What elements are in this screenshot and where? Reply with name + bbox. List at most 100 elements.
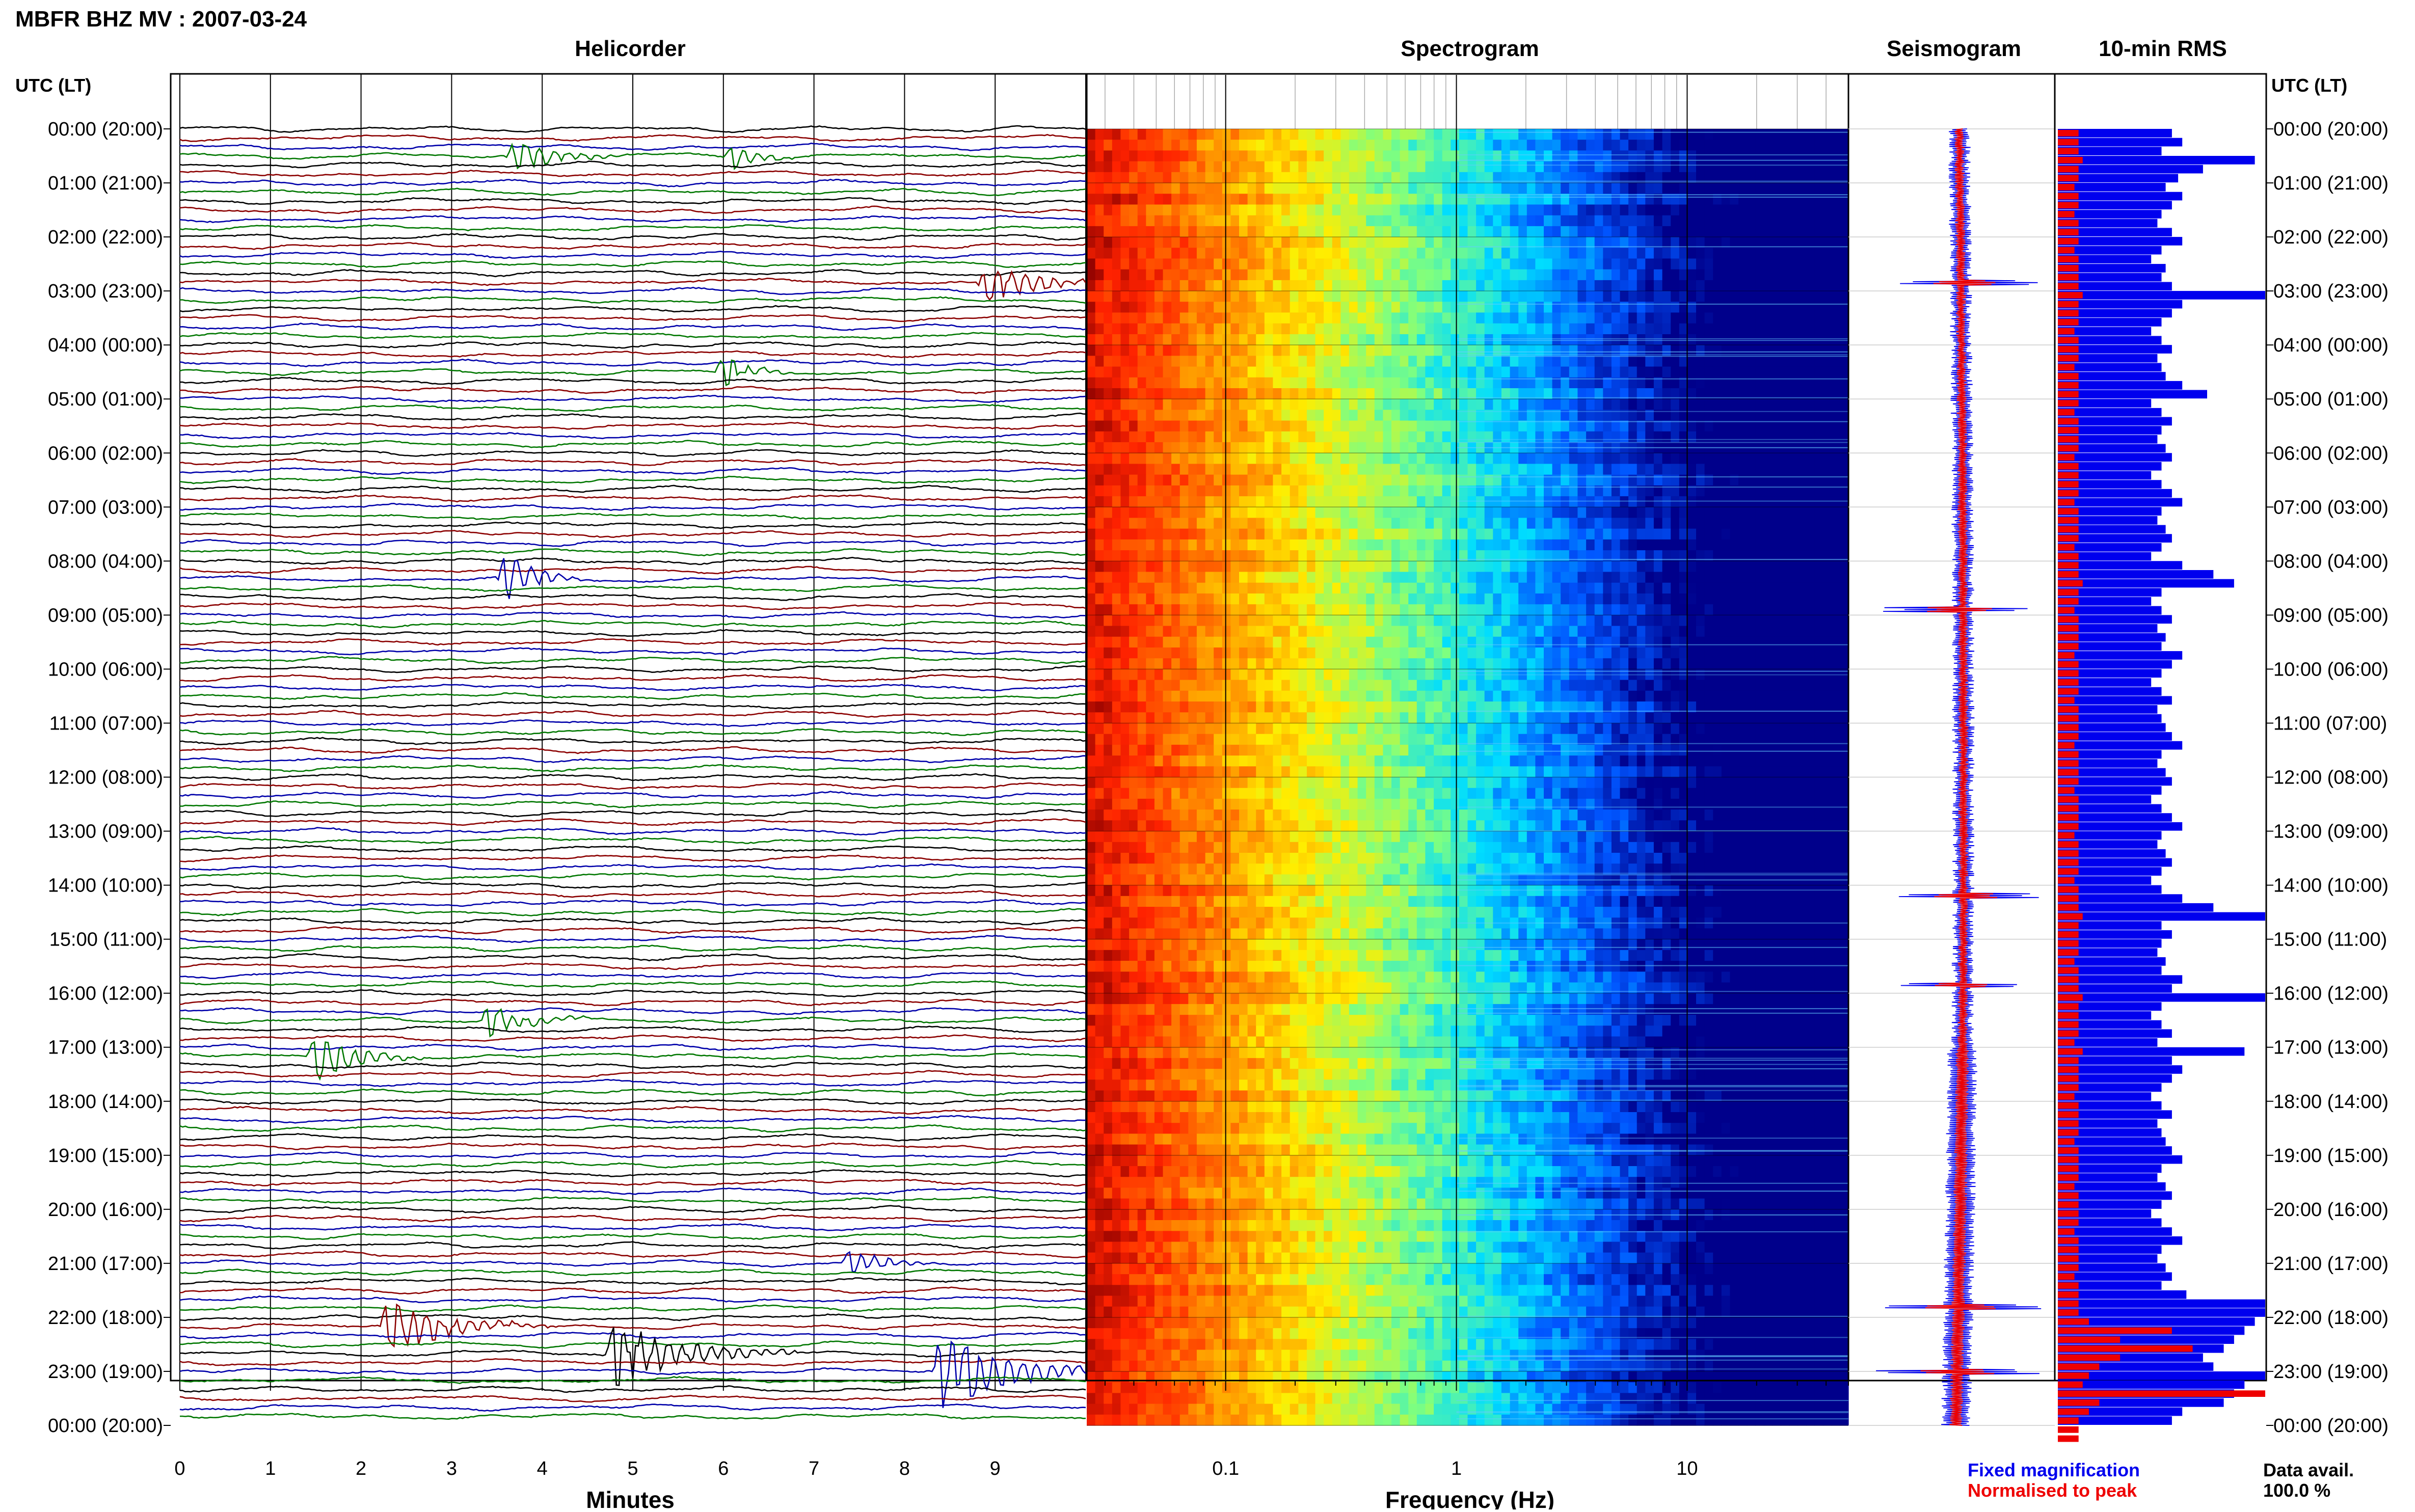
spectrogram-cell	[1340, 377, 1349, 389]
spectrogram-cell	[1696, 539, 1705, 551]
spectrogram-cell	[1349, 442, 1358, 453]
spectrogram-cell	[1256, 518, 1265, 529]
spectrogram-cell	[1340, 453, 1349, 464]
spectrogram-cell	[1840, 680, 1848, 691]
spectrogram-cell	[1205, 302, 1214, 313]
spectrogram-cell	[1171, 431, 1180, 443]
spectrogram-cell	[1603, 680, 1612, 691]
spectrogram-cell	[1239, 691, 1248, 702]
spectrogram-cell	[1671, 269, 1679, 281]
spectrogram-cell	[1773, 291, 1781, 302]
spectrogram-cell	[1815, 215, 1823, 227]
spectrogram-cell	[1155, 367, 1163, 378]
spectrogram-cell	[1349, 453, 1358, 464]
spectrogram-cell	[1129, 280, 1138, 291]
spectrogram-cell	[1155, 280, 1163, 291]
spectrogram-cell	[1713, 604, 1722, 615]
spectrogram-cell	[1476, 291, 1485, 302]
spectrogram-cell	[1400, 539, 1409, 551]
spectrogram-cell	[1535, 647, 1544, 659]
spectrogram-cell	[1730, 226, 1738, 237]
spectrogram-cell	[1155, 194, 1163, 205]
spectrogram-cell	[1713, 140, 1722, 151]
spectrogram-cell	[1544, 367, 1552, 378]
spectrogram-cell	[1298, 680, 1307, 691]
spectrogram-cell	[1298, 453, 1307, 464]
spectrogram-cell	[1535, 431, 1544, 443]
spectrogram-cell	[1730, 334, 1738, 345]
spectrogram-cell	[1120, 140, 1129, 151]
spectrogram-cell	[1349, 334, 1358, 345]
spectrogram-cell	[1408, 626, 1417, 637]
spectrogram-cell	[1391, 680, 1400, 691]
spectrogram-cell	[1696, 475, 1705, 486]
spectrogram-cell	[1290, 453, 1299, 464]
spectrogram-cell	[1815, 313, 1823, 324]
spectrogram-cell	[1552, 507, 1561, 518]
spectrogram-cell	[1510, 334, 1519, 345]
spectrogram-cell	[1662, 323, 1671, 335]
spectrogram-cell	[1434, 507, 1442, 518]
spectrogram-cell	[1400, 421, 1409, 432]
spectrogram-cell	[1316, 550, 1324, 561]
spectrogram-cell	[1755, 280, 1764, 291]
spectrogram-cell	[1662, 161, 1671, 173]
spectrogram-cell	[1747, 248, 1756, 259]
spectrogram-cell	[1324, 377, 1332, 389]
spectrogram-cell	[1332, 518, 1341, 529]
spectrogram-cell	[1628, 291, 1637, 302]
spectrogram-cell	[1230, 604, 1239, 615]
spectrogram-cell	[1188, 637, 1197, 648]
spectrogram-cell	[1290, 431, 1299, 443]
spectrogram-cell	[1696, 259, 1705, 270]
spectrogram-cell	[1417, 626, 1426, 637]
spectrogram-cell	[1112, 194, 1121, 205]
spectrogram-cell	[1755, 161, 1764, 173]
spectrogram-cell	[1510, 691, 1519, 702]
spectrogram-cell	[1476, 431, 1485, 443]
spectrogram-cell	[1146, 194, 1155, 205]
spectrogram-cell	[1095, 658, 1104, 669]
spectrogram-cell	[1797, 604, 1806, 615]
spectrogram-cell	[1230, 367, 1239, 378]
spectrogram-cell	[1679, 604, 1688, 615]
spectrogram-cell	[1214, 539, 1222, 551]
spectrogram-cell	[1459, 129, 1468, 140]
spectrogram-cell	[1730, 691, 1738, 702]
spectrogram-cell	[1722, 356, 1730, 367]
spectrogram-cell	[1544, 129, 1552, 140]
spectrogram-cell	[1316, 237, 1324, 248]
spectrogram-cell	[1340, 680, 1349, 691]
spectrogram-cell	[1493, 637, 1501, 648]
spectrogram-cell	[1425, 604, 1434, 615]
spectrogram-cell	[1332, 399, 1341, 410]
spectrogram-cell	[1273, 377, 1281, 389]
spectrogram-cell	[1290, 334, 1299, 345]
spectrogram-cell	[1544, 269, 1552, 281]
spectrogram-cell	[1298, 237, 1307, 248]
spectrogram-cell	[1485, 593, 1493, 605]
spectrogram-cell	[1654, 183, 1662, 194]
spectrogram-cell	[1679, 215, 1688, 227]
spectrogram-cell	[1544, 215, 1552, 227]
spectrogram-cell	[1273, 561, 1281, 572]
spectrogram-cell	[1713, 496, 1722, 507]
helicorder-tick-label: 0	[174, 1458, 185, 1479]
spectrogram-cell	[1425, 475, 1434, 486]
spectrogram-cell	[1569, 313, 1578, 324]
spectrogram-cell	[1518, 302, 1527, 313]
spectrogram-cell	[1747, 313, 1756, 324]
spectrogram-cell	[1290, 507, 1299, 518]
spectrogram-cell	[1273, 496, 1281, 507]
spectrogram-cell	[1442, 129, 1451, 140]
spectrogram-cell	[1637, 539, 1646, 551]
spectrogram-cell	[1620, 205, 1629, 216]
spectrogram-cell	[1138, 561, 1146, 572]
spectrogram-cell	[1569, 291, 1578, 302]
spectrogram-cell	[1146, 215, 1155, 227]
spectrogram-cell	[1307, 496, 1316, 507]
spectrogram-cell	[1806, 529, 1815, 540]
spectrogram-cell	[1569, 507, 1578, 518]
spectrogram-cell	[1163, 701, 1172, 713]
spectrogram-cell	[1442, 172, 1451, 183]
